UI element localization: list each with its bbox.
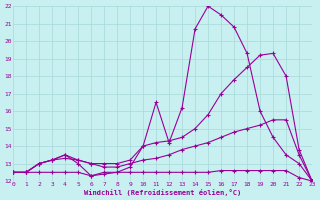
X-axis label: Windchill (Refroidissement éolien,°C): Windchill (Refroidissement éolien,°C) xyxy=(84,189,241,196)
